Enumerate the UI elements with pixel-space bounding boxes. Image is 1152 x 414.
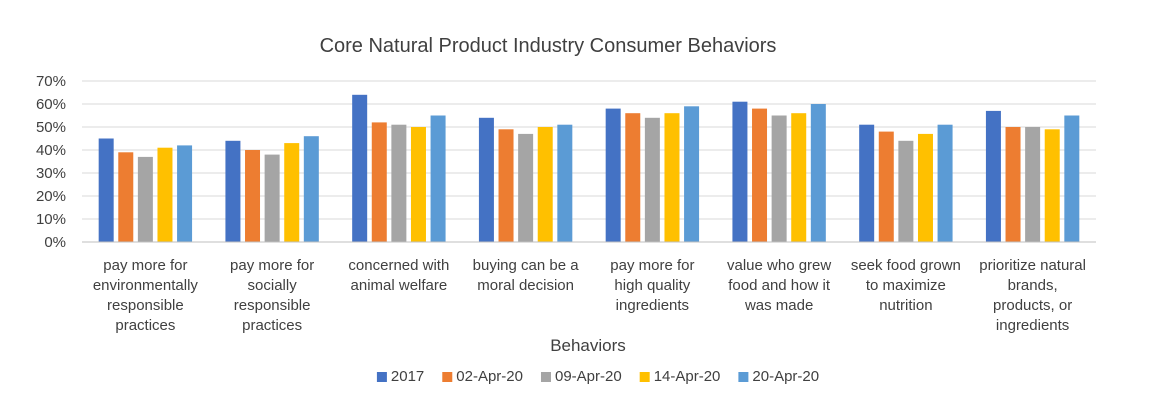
legend-label: 14-Apr-20 [654, 368, 721, 385]
bar [264, 154, 280, 242]
bar [557, 124, 573, 242]
legend-swatch [540, 372, 551, 382]
category-label-line: to maximize [866, 277, 946, 294]
bar [605, 108, 621, 242]
bar [732, 101, 748, 242]
y-tick-label: 40% [36, 142, 66, 159]
bar [1044, 129, 1060, 242]
category-label: pay more for socially responsible practices [230, 257, 314, 334]
bar [391, 124, 407, 242]
category-label-line: environmentally [93, 277, 199, 294]
y-tick-label: 20% [36, 188, 66, 205]
y-tick-label: 10% [36, 211, 66, 228]
category-label-line: was made [744, 297, 813, 314]
category-label-line: pay more for [103, 257, 187, 274]
category-label-line: value who grew [727, 257, 831, 274]
bar [137, 156, 153, 242]
bar [859, 124, 875, 242]
legend-swatch [442, 372, 453, 382]
category-label-line: ingredients [996, 317, 1069, 334]
category-label-line: food and how it [728, 277, 831, 294]
bar [684, 106, 700, 242]
bars [98, 94, 1080, 243]
bar [810, 104, 826, 242]
bar [985, 110, 1001, 243]
category-label-line: seek food grown [851, 257, 961, 274]
bar [410, 127, 426, 242]
bar [878, 131, 894, 242]
y-tick-label: 50% [36, 119, 66, 136]
category-label-line: animal welfare [351, 277, 448, 294]
bar [537, 127, 553, 242]
category-label: prioritize natural brands, products, or ing… [979, 257, 1086, 334]
bar [625, 113, 641, 242]
category-label-line: moral decision [477, 277, 574, 294]
y-axis-ticks: 0% 10% 20% 30% 40% 50% 60% 70% [36, 73, 66, 251]
category-label-line: concerned with [348, 257, 449, 274]
y-tick-label: 0% [44, 234, 66, 251]
category-label: value who grew food and how it was made [727, 257, 831, 314]
category-label-line: socially [248, 277, 298, 294]
y-tick-label: 30% [36, 165, 66, 182]
bar [752, 108, 768, 242]
category-label-line: responsible [234, 297, 311, 314]
bar [498, 129, 514, 242]
bar [1005, 127, 1021, 242]
legend-label: 02-Apr-20 [456, 368, 523, 385]
category-label: pay more for environmentally responsible pr… [93, 257, 199, 334]
category-label-line: brands, [1008, 277, 1058, 294]
bar [664, 113, 680, 242]
category-label-line: products, or [993, 297, 1072, 314]
category-label: concerned with animal welfare [348, 257, 449, 294]
category-label: seek food grown to maximize nutrition [851, 257, 961, 314]
category-label-line: pay more for [610, 257, 694, 274]
bar [225, 140, 241, 242]
legend-swatch [639, 372, 650, 382]
chart-title: Core Natural Product Industry Consumer B… [320, 35, 777, 57]
bar [518, 133, 534, 242]
y-tick-label: 70% [36, 73, 66, 90]
bar [791, 113, 807, 242]
bar [177, 145, 193, 242]
category-label-line: nutrition [879, 297, 932, 314]
legend-swatch [376, 372, 387, 382]
bar [118, 152, 134, 242]
bar [1025, 127, 1041, 242]
bar [284, 143, 300, 242]
bar [1064, 115, 1080, 242]
category-label-line: prioritize natural [979, 257, 1086, 274]
category-label-line: buying can be a [473, 257, 580, 274]
category-label-line: responsible [107, 297, 184, 314]
bar [430, 115, 446, 242]
category-label-line: practices [115, 317, 175, 334]
y-tick-label: 60% [36, 96, 66, 113]
category-label-line: pay more for [230, 257, 314, 274]
legend-label: 2017 [391, 368, 424, 385]
bar [157, 147, 173, 242]
category-label-line: practices [242, 317, 302, 334]
bar [644, 117, 660, 242]
legend-swatch [738, 372, 749, 382]
bar [352, 94, 368, 242]
bar [898, 140, 914, 242]
bar [917, 133, 933, 242]
legend-label: 20-Apr-20 [752, 368, 819, 385]
category-label-line: ingredients [616, 297, 689, 314]
bar [98, 138, 114, 242]
bar [478, 117, 494, 242]
category-labels: pay more for environmentally responsible pr… [93, 257, 1086, 334]
bar [371, 122, 387, 242]
bar [303, 136, 319, 242]
bar [937, 124, 953, 242]
legend: 2017 02-Apr-20 09-Apr-20 14-Apr-20 20-Apr-20 [376, 368, 819, 385]
bar [771, 115, 787, 242]
category-label: buying can be a moral decision [473, 257, 580, 294]
x-axis-title: Behaviors [550, 336, 626, 355]
bar [245, 150, 261, 242]
legend-label: 09-Apr-20 [555, 368, 622, 385]
category-label-line: high quality [614, 277, 690, 294]
category-label: pay more for high quality ingredients [610, 257, 694, 314]
